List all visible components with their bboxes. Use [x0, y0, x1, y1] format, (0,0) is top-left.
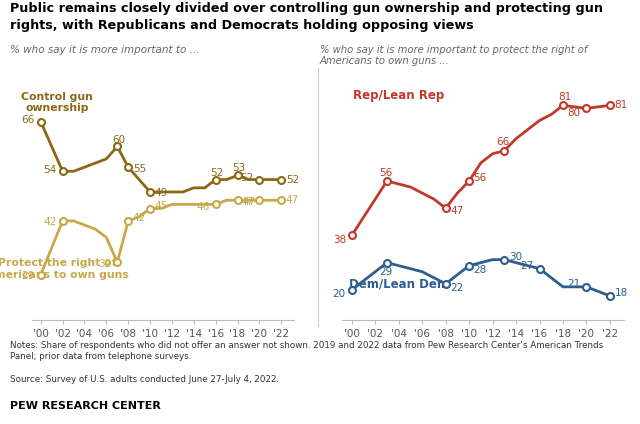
Text: 28: 28	[474, 265, 487, 275]
Text: 46: 46	[196, 202, 210, 212]
Text: Source: Survey of U.S. adults conducted June 27-July 4, 2022.: Source: Survey of U.S. adults conducted …	[10, 375, 279, 384]
Text: 81: 81	[557, 92, 571, 102]
Text: 38: 38	[333, 234, 346, 245]
Text: Notes: Share of respondents who did not offer an answer not shown. 2019 and 2022: Notes: Share of respondents who did not …	[10, 341, 603, 361]
Text: PEW RESEARCH CENTER: PEW RESEARCH CENTER	[10, 401, 161, 411]
Text: 29: 29	[379, 268, 392, 277]
Text: 52: 52	[240, 173, 253, 183]
Text: Protect the right of
Americans to own guns: Protect the right of Americans to own gu…	[0, 258, 129, 280]
Text: 29: 29	[22, 271, 35, 281]
Text: % who say it is more important to protect the right of
Americans to own guns ...: % who say it is more important to protec…	[320, 45, 588, 66]
Text: 52: 52	[286, 175, 299, 184]
Text: 42: 42	[44, 217, 57, 227]
Text: 32: 32	[98, 259, 111, 269]
Text: 52: 52	[211, 167, 224, 178]
Text: Dem/Lean Dem: Dem/Lean Dem	[349, 278, 449, 291]
Text: 21: 21	[567, 279, 580, 289]
Text: 18: 18	[614, 288, 628, 298]
Text: 80: 80	[568, 108, 580, 117]
Text: 49: 49	[155, 188, 168, 198]
Text: 56: 56	[474, 173, 487, 183]
Text: 81: 81	[614, 100, 628, 110]
Text: 56: 56	[379, 167, 392, 178]
Text: 22: 22	[450, 283, 463, 293]
Text: 60: 60	[112, 134, 125, 145]
Text: 47: 47	[450, 206, 463, 216]
Text: 47: 47	[240, 197, 253, 206]
Text: Public remains closely divided over controlling gun ownership and protecting gun: Public remains closely divided over cont…	[10, 2, 603, 15]
Text: Control gun
ownership: Control gun ownership	[21, 92, 93, 114]
Text: 27: 27	[520, 261, 534, 271]
Text: 30: 30	[509, 252, 522, 262]
Text: 20: 20	[333, 289, 346, 299]
Text: 54: 54	[44, 165, 57, 175]
Text: 55: 55	[132, 164, 146, 173]
Text: Rep/Lean Rep: Rep/Lean Rep	[353, 89, 444, 102]
Text: 66: 66	[22, 115, 35, 126]
Text: 53: 53	[232, 164, 246, 173]
Text: 45: 45	[155, 201, 168, 211]
Text: 66: 66	[496, 137, 509, 148]
Text: % who say it is more important to ...: % who say it is more important to ...	[10, 45, 199, 55]
Text: 47: 47	[242, 197, 255, 206]
Text: 47: 47	[286, 195, 299, 205]
Text: 42: 42	[132, 213, 146, 223]
Text: rights, with Republicans and Democrats holding opposing views: rights, with Republicans and Democrats h…	[10, 19, 473, 32]
